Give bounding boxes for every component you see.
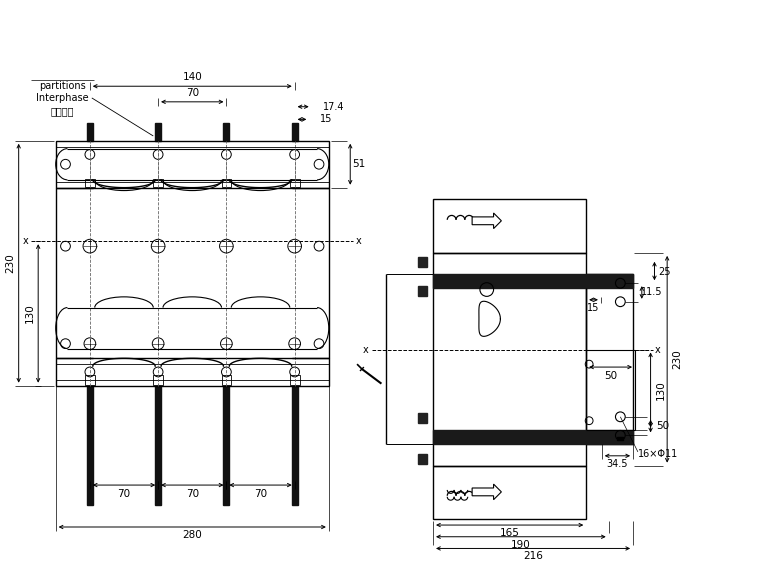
Text: 25: 25 <box>658 266 670 277</box>
Text: 51: 51 <box>353 159 366 169</box>
Bar <box>433 466 586 519</box>
Polygon shape <box>433 274 586 288</box>
Bar <box>85 179 94 187</box>
Polygon shape <box>155 385 161 504</box>
Polygon shape <box>418 257 427 266</box>
Text: Interphase: Interphase <box>36 93 89 103</box>
Text: 230: 230 <box>672 350 682 369</box>
Polygon shape <box>418 454 427 463</box>
Text: 280: 280 <box>182 530 202 540</box>
Text: 15: 15 <box>320 114 333 125</box>
Text: 140: 140 <box>182 72 202 82</box>
Polygon shape <box>418 413 427 422</box>
Text: 16×Φ11: 16×Φ11 <box>638 449 678 459</box>
Text: 15: 15 <box>587 302 599 312</box>
Polygon shape <box>586 430 633 444</box>
Text: x: x <box>356 236 362 246</box>
Bar <box>85 375 94 385</box>
Polygon shape <box>433 430 586 444</box>
Text: 70: 70 <box>254 489 267 499</box>
Polygon shape <box>223 385 230 504</box>
Polygon shape <box>155 123 161 141</box>
Text: 34.5: 34.5 <box>607 458 628 468</box>
Text: 130: 130 <box>25 304 35 323</box>
Polygon shape <box>87 123 93 141</box>
Text: partitions: partitions <box>39 81 86 91</box>
Text: 190: 190 <box>511 540 531 550</box>
Bar <box>154 375 163 385</box>
Text: 70: 70 <box>118 489 131 499</box>
Bar <box>290 375 300 385</box>
Polygon shape <box>586 274 633 288</box>
Bar <box>56 358 329 385</box>
Text: 50: 50 <box>656 421 669 431</box>
Text: 11.5: 11.5 <box>641 287 662 297</box>
Polygon shape <box>223 123 230 141</box>
Bar <box>586 274 633 444</box>
Bar <box>221 375 231 385</box>
Text: 70: 70 <box>186 88 199 98</box>
Bar <box>290 179 300 187</box>
Polygon shape <box>292 385 297 504</box>
Bar <box>433 253 586 466</box>
Bar <box>221 179 231 187</box>
Text: 70: 70 <box>186 489 199 499</box>
Text: 相间隔板: 相间隔板 <box>51 107 74 117</box>
Polygon shape <box>472 484 502 500</box>
Text: 17.4: 17.4 <box>323 102 344 112</box>
Polygon shape <box>617 437 624 440</box>
Bar <box>56 141 329 187</box>
Polygon shape <box>87 385 93 504</box>
Text: 165: 165 <box>500 528 520 538</box>
Text: x: x <box>23 236 28 246</box>
Bar <box>433 199 586 253</box>
Polygon shape <box>292 123 297 141</box>
Text: 230: 230 <box>5 254 15 273</box>
Text: 130: 130 <box>655 380 665 400</box>
Polygon shape <box>418 286 427 296</box>
Text: x: x <box>654 344 660 355</box>
Polygon shape <box>472 213 502 228</box>
Text: 216: 216 <box>523 551 543 561</box>
Text: 50: 50 <box>604 371 617 381</box>
Text: x: x <box>363 344 369 355</box>
Bar <box>154 179 163 187</box>
